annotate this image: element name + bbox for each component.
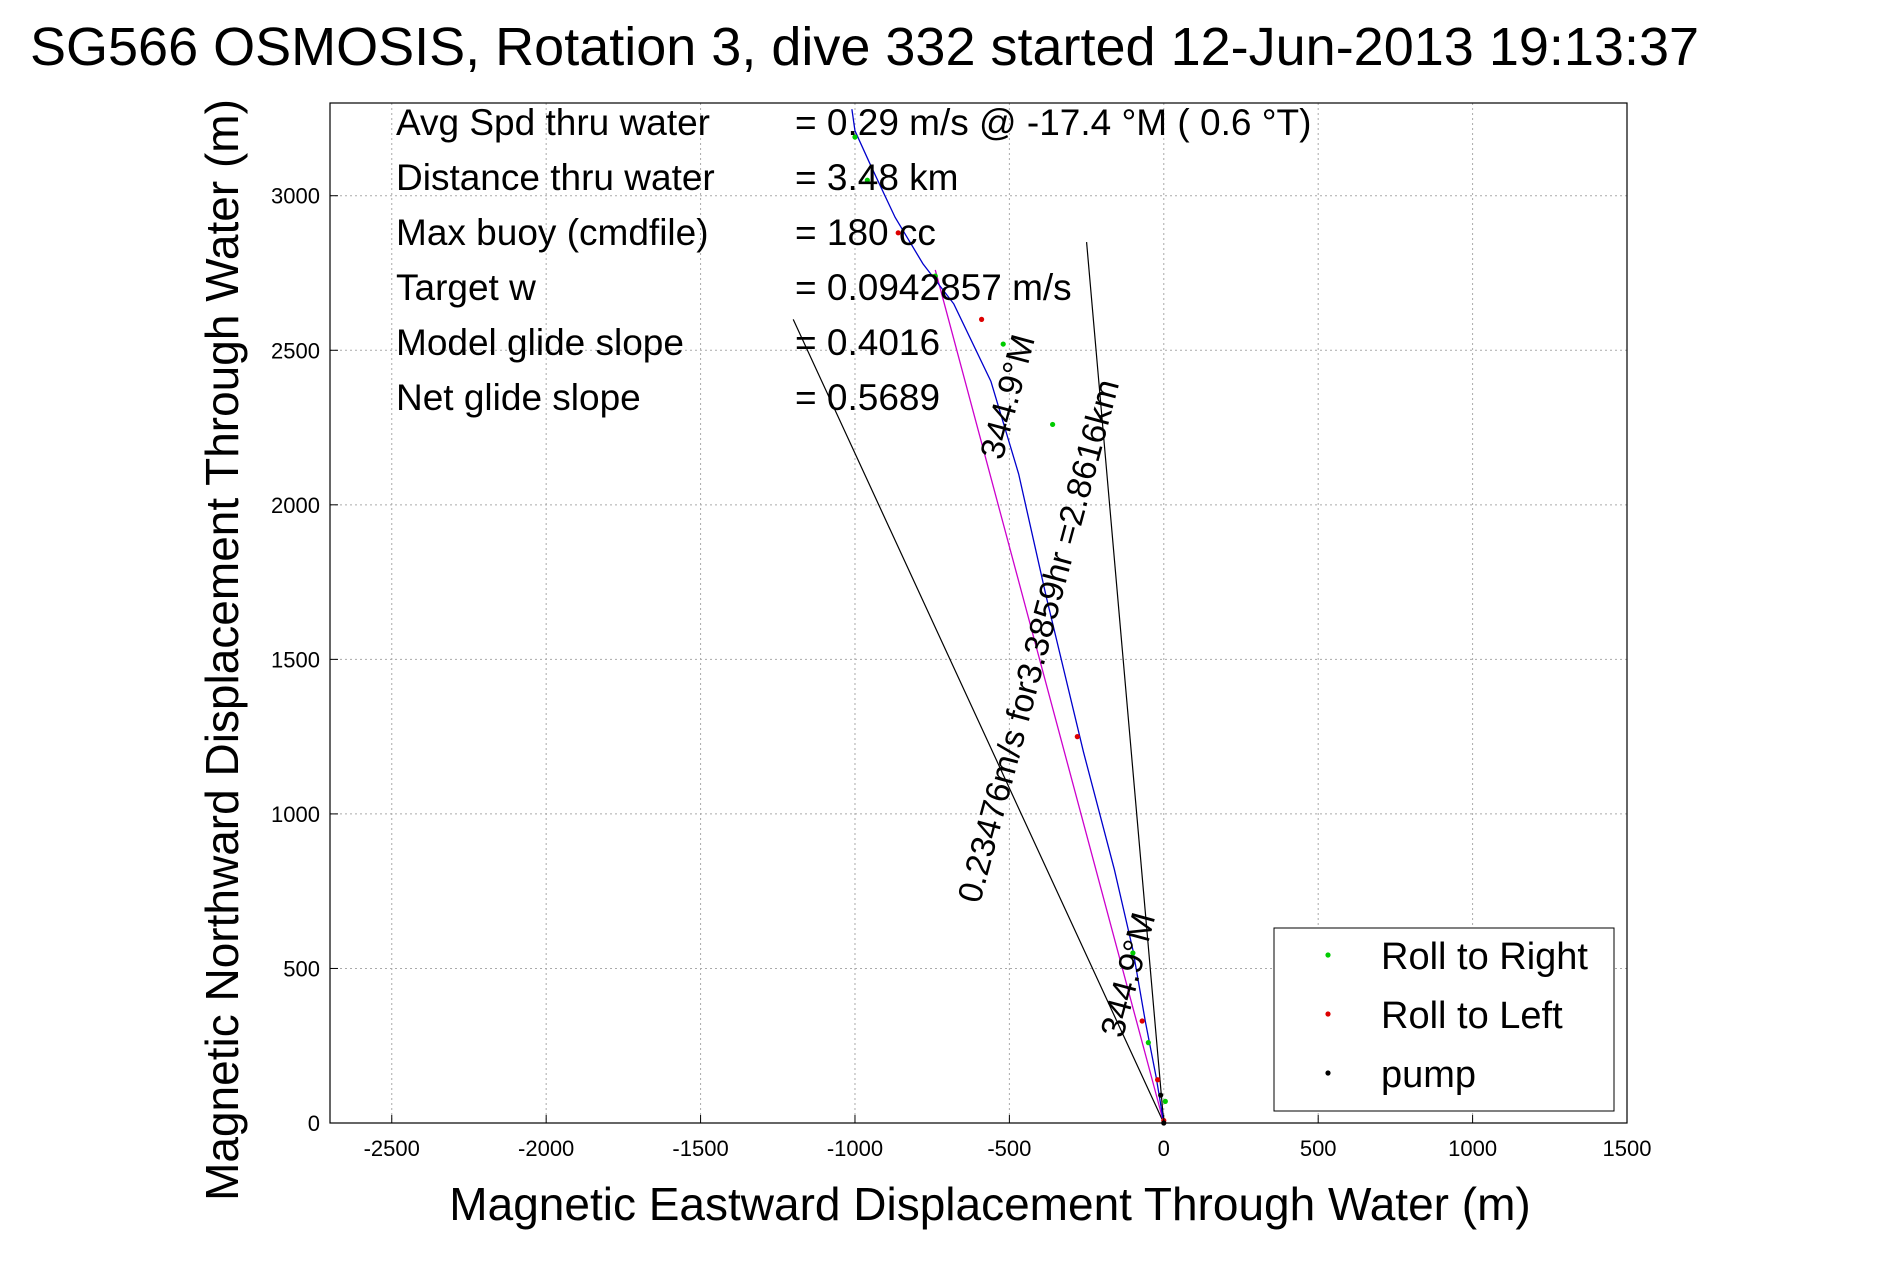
stat-value: = 0.5689 [795, 377, 940, 418]
roll-to-right-marker [1130, 950, 1136, 956]
markers [852, 134, 1168, 1126]
track-annotation: 344.9°M [1094, 909, 1164, 1042]
stat-label: Net glide slope [396, 377, 641, 418]
stat-label: Max buoy (cmdfile) [396, 212, 709, 253]
chart-title: SG566 OSMOSIS, Rotation 3, dive 332 star… [30, 17, 1699, 77]
net-displacement-line [934, 269, 1165, 1124]
legend-label-roll-to-right: Roll to Right [1381, 936, 1588, 978]
stat-value: = 0.0942857 m/s [795, 267, 1072, 308]
x-tick-label: 1500 [1603, 1136, 1652, 1161]
x-axis-ticks: -2500 -2000 -1500 -1000 -500 0 500 1000 1500 [364, 1115, 1652, 1161]
stat-label: Model glide slope [396, 322, 684, 363]
plot-area [329, 102, 1628, 1124]
stat-value: = 0.29 m/s @ -17.4 °M ( 0.6 °T) [795, 102, 1311, 143]
track-line [851, 109, 1165, 1124]
roll-to-left-marker [1139, 1018, 1145, 1024]
y-tick-label: 500 [283, 956, 320, 981]
x-tick-label: -1000 [827, 1136, 883, 1161]
y-tick-label: 2500 [271, 338, 320, 363]
legend-marker-roll-to-left [1325, 1011, 1331, 1017]
x-axis-label: Magnetic Eastward Displacement Through W… [449, 1178, 1530, 1230]
legend-label-roll-to-left: Roll to Left [1381, 995, 1563, 1037]
roll-to-left-marker [1155, 1077, 1161, 1083]
roll-to-right-marker [932, 273, 938, 279]
roll-to-right-marker [1000, 341, 1006, 347]
legend-box [1273, 927, 1615, 1112]
stat-value: = 0.4016 [795, 322, 940, 363]
sector-line [1085, 242, 1165, 1124]
roll-to-right-marker [864, 177, 870, 183]
stat-label: Target w [396, 267, 536, 308]
sector-line [792, 319, 1165, 1124]
stat-label: Avg Spd thru water [396, 102, 710, 143]
stat-value: = 180 cc [795, 212, 936, 253]
legend-marker-roll-to-right [1325, 952, 1331, 958]
y-axis-label: Magnetic Northward Displacement Through … [196, 99, 248, 1201]
legend: Roll to Right Roll to Left pump [1273, 927, 1615, 1112]
roll-to-left-marker [895, 230, 901, 236]
roll-to-right-marker [1050, 421, 1056, 428]
x-tick-label: -2500 [364, 1136, 420, 1161]
roll-to-right-marker [852, 134, 858, 140]
pump-marker [1158, 1092, 1164, 1098]
dive-stats: Avg Spd thru water = 0.29 m/s @ -17.4 °M … [396, 102, 1311, 418]
roll-to-left-marker [1074, 734, 1080, 740]
y-axis-ticks: 0 500 1000 1500 2000 2500 3000 [271, 184, 338, 1136]
stat-label: Distance thru water [396, 157, 715, 198]
x-tick-label: -2000 [518, 1136, 574, 1161]
track-annotations: 0.23476m/s for3.3859hr =2.8616km344.9°M3… [951, 331, 1164, 1042]
roll-to-left-marker [978, 316, 985, 322]
y-tick-label: 1500 [271, 647, 320, 672]
y-tick-label: 1000 [271, 802, 320, 827]
y-tick-label: 0 [308, 1111, 320, 1136]
track-annotation: 344.9°M [973, 331, 1043, 464]
legend-marker-pump [1325, 1070, 1331, 1076]
stat-value: = 3.48 km [795, 157, 959, 198]
y-tick-label: 2000 [271, 493, 320, 518]
roll-to-right-marker [1145, 1040, 1151, 1046]
x-tick-label: 500 [1300, 1136, 1337, 1161]
x-tick-label: -500 [987, 1136, 1031, 1161]
x-tick-label: -1500 [672, 1136, 728, 1161]
x-tick-label: 1000 [1448, 1136, 1497, 1161]
roll-to-right-marker [1162, 1098, 1168, 1104]
y-tick-label: 3000 [271, 184, 320, 209]
sector-lines [792, 242, 1165, 1124]
legend-label-pump: pump [1381, 1054, 1476, 1096]
glider-track [851, 109, 1165, 1124]
x-tick-label: 0 [1158, 1136, 1170, 1161]
